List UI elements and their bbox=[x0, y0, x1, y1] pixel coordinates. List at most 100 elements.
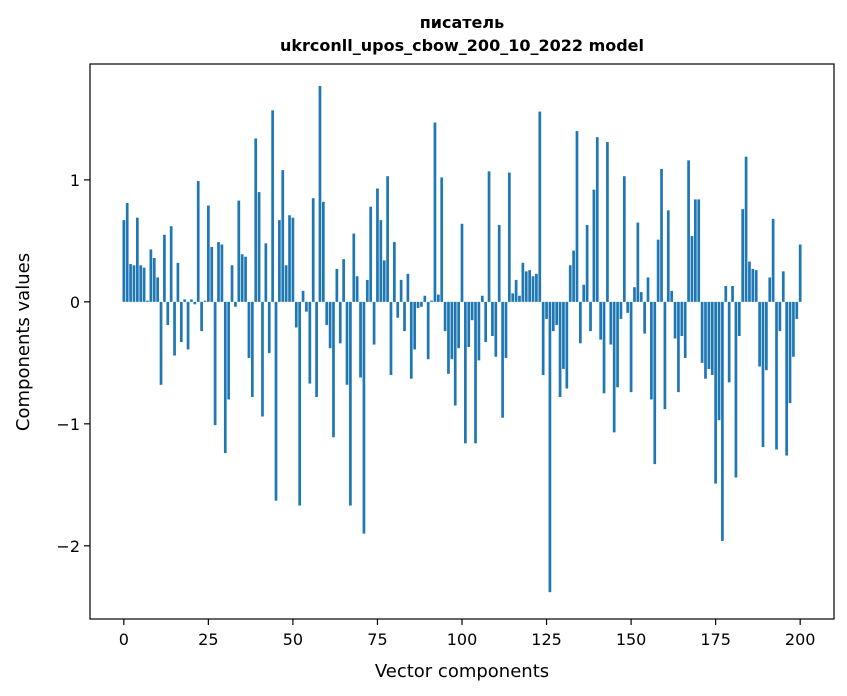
bar-145 bbox=[612, 301, 616, 433]
bar-187 bbox=[754, 270, 758, 302]
bar-78 bbox=[386, 176, 389, 302]
bar-162 bbox=[670, 290, 674, 302]
bar-181 bbox=[734, 301, 738, 478]
bar-190 bbox=[765, 301, 768, 371]
bar-137 bbox=[585, 225, 589, 302]
bar-100 bbox=[460, 223, 464, 302]
bar-196 bbox=[785, 301, 789, 456]
bar-4 bbox=[135, 217, 139, 302]
bar-104 bbox=[474, 301, 477, 444]
x-tick-label-0: 0 bbox=[119, 630, 129, 649]
bar-91 bbox=[430, 300, 433, 302]
plot-frame bbox=[89, 63, 835, 620]
bar-69 bbox=[355, 276, 359, 302]
bar-159 bbox=[660, 168, 663, 302]
bar-103 bbox=[470, 301, 474, 321]
bar-30 bbox=[223, 301, 227, 454]
bar-176 bbox=[717, 301, 721, 421]
bar-79 bbox=[389, 301, 393, 376]
bar-195 bbox=[781, 271, 785, 302]
bar-106 bbox=[480, 295, 484, 302]
bar-168 bbox=[690, 235, 694, 302]
bar-101 bbox=[464, 301, 467, 444]
bar-182 bbox=[737, 301, 741, 337]
bar-5 bbox=[139, 265, 143, 302]
y-axis-ticks: −2 −1 0 1 bbox=[56, 171, 90, 556]
x-tick-label-150: 150 bbox=[616, 630, 647, 649]
bar-123 bbox=[538, 111, 542, 302]
x-tick-label-50: 50 bbox=[283, 630, 303, 649]
bar-192 bbox=[771, 218, 775, 302]
bar-135 bbox=[579, 301, 582, 344]
bar-82 bbox=[399, 279, 403, 302]
bar-41 bbox=[261, 301, 264, 417]
bar-105 bbox=[477, 301, 481, 361]
bar-83 bbox=[403, 301, 406, 332]
bar-120 bbox=[528, 270, 531, 302]
bar-151 bbox=[633, 287, 636, 302]
bar-167 bbox=[687, 160, 690, 302]
bar-161 bbox=[666, 210, 670, 302]
bar-18 bbox=[183, 299, 187, 302]
bar-163 bbox=[673, 301, 677, 339]
bar-122 bbox=[535, 273, 538, 302]
bar-118 bbox=[521, 262, 525, 302]
bar-70 bbox=[359, 301, 362, 378]
bar-54 bbox=[305, 301, 308, 312]
bar-76 bbox=[379, 220, 383, 302]
bar-136 bbox=[582, 284, 586, 302]
bar-56 bbox=[311, 198, 315, 302]
bar-9 bbox=[152, 257, 156, 302]
bar-125 bbox=[545, 301, 548, 319]
bar-55 bbox=[308, 301, 312, 384]
bar-178 bbox=[724, 286, 728, 302]
bar-17 bbox=[179, 301, 183, 343]
bar-51 bbox=[294, 301, 298, 328]
bar-21 bbox=[193, 301, 197, 305]
bar-147 bbox=[619, 301, 623, 319]
bar-72 bbox=[365, 279, 369, 302]
y-axis-label: Components values bbox=[13, 253, 34, 431]
bar-146 bbox=[616, 301, 619, 388]
bar-194 bbox=[778, 301, 782, 332]
bar-15 bbox=[173, 301, 176, 356]
bar-199 bbox=[795, 301, 799, 319]
bar-109 bbox=[491, 301, 494, 337]
bars-group bbox=[122, 85, 802, 593]
bar-80 bbox=[393, 242, 396, 302]
bar-86 bbox=[413, 301, 417, 350]
bar-38 bbox=[250, 301, 254, 397]
bar-110 bbox=[494, 301, 498, 357]
bar-166 bbox=[683, 301, 687, 358]
bar-144 bbox=[609, 301, 613, 345]
bar-173 bbox=[707, 301, 711, 369]
bar-98 bbox=[453, 301, 457, 406]
bar-184 bbox=[744, 156, 748, 302]
chart-title-line1: писатель bbox=[420, 13, 505, 32]
bar-96 bbox=[447, 301, 450, 374]
bar-128 bbox=[555, 301, 559, 326]
bar-126 bbox=[548, 301, 552, 593]
bar-53 bbox=[301, 290, 305, 302]
bar-189 bbox=[761, 301, 765, 448]
bar-13 bbox=[166, 301, 170, 326]
bar-42 bbox=[264, 243, 268, 302]
bar-19 bbox=[186, 301, 190, 350]
bar-60 bbox=[325, 301, 329, 326]
bar-67 bbox=[349, 301, 352, 506]
bar-23 bbox=[200, 301, 203, 332]
bar-139 bbox=[592, 189, 596, 302]
bar-108 bbox=[487, 171, 491, 302]
bar-34 bbox=[237, 200, 241, 302]
bar-71 bbox=[362, 301, 366, 534]
bar-119 bbox=[524, 271, 528, 302]
bar-16 bbox=[176, 262, 180, 302]
bar-81 bbox=[396, 301, 400, 318]
bar-142 bbox=[602, 301, 606, 394]
bar-90 bbox=[426, 301, 430, 360]
bar-28 bbox=[217, 242, 220, 302]
bar-191 bbox=[768, 277, 772, 302]
bar-114 bbox=[507, 172, 511, 302]
bar-116 bbox=[514, 279, 518, 302]
